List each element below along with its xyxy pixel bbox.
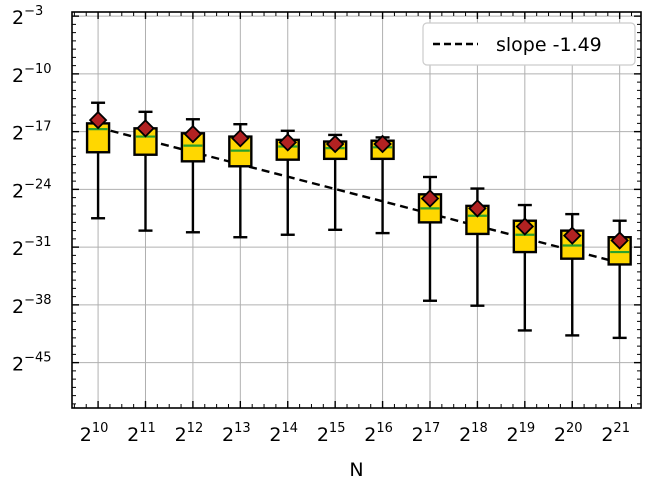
tick-exponent: 11 (139, 421, 156, 436)
tick-exponent: 21 (613, 421, 630, 436)
tick-exponent: 19 (519, 421, 536, 436)
box-12 (180, 118, 206, 234)
x-tick-label: 220 (554, 421, 583, 446)
y-tick-label: 2−38 (12, 293, 52, 318)
tick-base: 2 (222, 424, 234, 446)
box-13 (228, 122, 253, 239)
tick-base: 2 (601, 424, 613, 446)
tick-exponent: −3 (24, 4, 43, 19)
mean-marker (231, 128, 250, 148)
tick-base: 2 (317, 424, 329, 446)
mean-marker (88, 110, 108, 130)
tick-base: 2 (364, 424, 376, 446)
x-tick-label: 221 (601, 421, 630, 446)
tick-exponent: 20 (566, 421, 583, 436)
x-tick-label: 212 (175, 421, 204, 446)
tick-base: 2 (459, 424, 471, 446)
mean-marker (278, 133, 298, 152)
box-19 (512, 203, 538, 332)
tick-exponent: −38 (24, 293, 51, 308)
x-tick-label: 219 (507, 421, 536, 446)
mean-marker (136, 119, 155, 138)
tick-base: 2 (80, 424, 92, 446)
x-tick-label: 214 (269, 421, 298, 446)
tick-exponent: 15 (329, 421, 346, 436)
box-18 (465, 187, 490, 307)
tick-base: 2 (12, 296, 24, 318)
tick-base: 2 (12, 180, 24, 202)
box-20 (560, 212, 585, 337)
x-tick-label: 213 (222, 421, 251, 446)
tick-base: 2 (269, 424, 281, 446)
tick-exponent: −10 (24, 62, 51, 77)
mean-marker (515, 217, 535, 236)
x-tick-label: 215 (317, 421, 346, 446)
y-tick-label: 2−10 (12, 62, 52, 87)
mean-marker (468, 199, 487, 218)
box-10 (85, 101, 111, 220)
slope-line-layer (97, 126, 620, 264)
mean-marker (325, 134, 345, 154)
x-tick-label: 218 (459, 421, 488, 446)
legend: slope -1.49 (422, 22, 636, 66)
box-21 (607, 219, 632, 340)
y-tick-label: 2−24 (12, 177, 52, 202)
x-tick-label: 216 (364, 421, 393, 446)
tick-exponent: −17 (24, 120, 51, 135)
tick-base: 2 (12, 354, 24, 376)
tick-exponent: 12 (187, 421, 204, 436)
tick-base: 2 (12, 7, 24, 29)
x-tick-label: 217 (412, 421, 441, 446)
tick-base: 2 (175, 424, 187, 446)
x-tick-label: 211 (127, 421, 156, 446)
tick-base: 2 (12, 238, 24, 260)
ticks-layer (72, 12, 641, 408)
mean-marker (562, 226, 582, 245)
legend-box (422, 22, 636, 66)
tick-exponent: −31 (24, 235, 51, 250)
box-17 (417, 175, 443, 302)
mean-marker (420, 189, 440, 208)
tick-base: 2 (127, 424, 139, 446)
box-15 (322, 133, 348, 232)
tick-exponent: 16 (376, 421, 393, 436)
x-tick-label: 210 (80, 421, 109, 446)
tick-base: 2 (507, 424, 519, 446)
y-tick-label: 2−3 (12, 4, 43, 29)
box-11 (133, 110, 158, 232)
tick-base: 2 (12, 123, 24, 145)
tick-base: 2 (412, 424, 424, 446)
tick-exponent: −24 (24, 177, 51, 192)
x-tick-labels: 210 211 212 213 214 215 216 217 218 219 220 221 (80, 421, 630, 446)
y-tick-label: 2−31 (12, 235, 52, 260)
y-tick-label: 2−17 (12, 120, 52, 145)
tick-exponent: 13 (234, 421, 251, 436)
plot-frame (71, 11, 642, 409)
legend-label: slope -1.49 (496, 34, 602, 56)
boxes-layer (85, 101, 632, 340)
tick-exponent: 14 (282, 421, 299, 436)
tick-exponent: 17 (424, 421, 441, 436)
grid (72, 12, 641, 408)
mean-marker (610, 231, 629, 250)
box-14 (275, 129, 300, 236)
slope-line (97, 126, 620, 264)
tick-exponent: −45 (24, 351, 51, 366)
y-tick-labels: 2−32−102−172−242−312−382−45 (12, 4, 52, 376)
mean-marker (183, 124, 203, 144)
tick-base: 2 (554, 424, 566, 446)
box-16 (370, 134, 395, 235)
tick-exponent: 18 (471, 421, 488, 436)
y-tick-label: 2−45 (12, 351, 52, 376)
mean-marker (373, 134, 392, 154)
tick-base: 2 (12, 65, 24, 87)
x-axis-label: N (349, 459, 363, 481)
tick-exponent: 10 (92, 421, 109, 436)
